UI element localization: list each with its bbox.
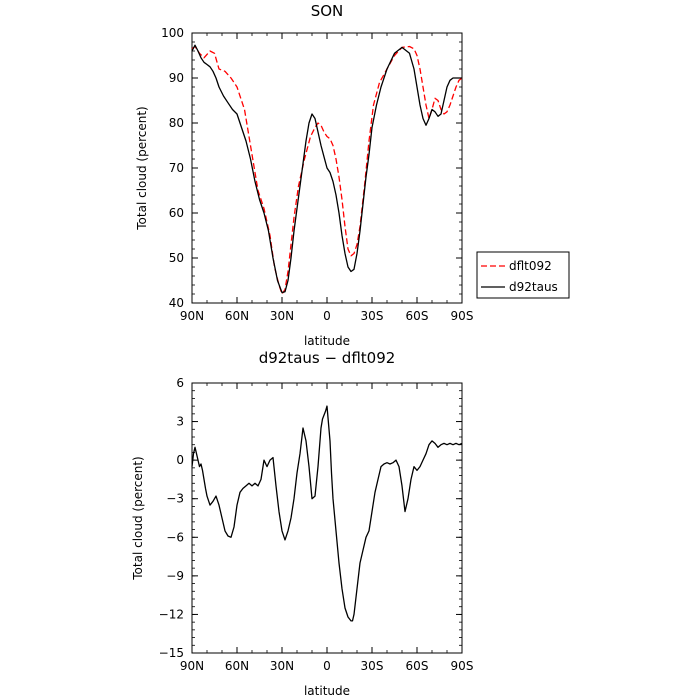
top-x-axis-label: latitude bbox=[304, 334, 350, 348]
top-x-tick-label: 30S bbox=[361, 309, 384, 323]
top-panel: SON 90N 60N 30N 0 30S 60S 90S 40 50 60 70 80 90 100 l… bbox=[135, 2, 570, 348]
top-y-tick-label: 60 bbox=[169, 206, 184, 220]
top-x-tick-label: 60S bbox=[406, 309, 429, 323]
legend-label-d92taus: d92taus bbox=[509, 280, 558, 294]
top-series-line-dflt092 bbox=[191, 45, 463, 295]
bottom-x-tick-label: 30S bbox=[361, 659, 384, 673]
top-x-tick-label: 60N bbox=[225, 309, 249, 323]
bottom-y-tick-label: −3 bbox=[166, 492, 184, 506]
legend-label-dflt092: dflt092 bbox=[509, 259, 552, 273]
bottom-y-tick-label: −6 bbox=[166, 530, 184, 544]
bottom-x-tick-label: 90N bbox=[180, 659, 204, 673]
bottom-y-tick-label: −12 bbox=[159, 607, 184, 621]
top-x-tick-label: 90S bbox=[451, 309, 474, 323]
legend: dflt092 d92taus bbox=[476, 251, 570, 299]
bottom-series-line-series-0 bbox=[191, 405, 463, 622]
bottom-x-tick-label: 30N bbox=[270, 659, 294, 673]
top-y-tick-label: 80 bbox=[169, 116, 184, 130]
bottom-y-axis-label: Total cloud (percent) bbox=[131, 456, 145, 580]
top-series-line-d92taus bbox=[191, 44, 462, 294]
bottom-x-tick-label: 60S bbox=[406, 659, 429, 673]
bottom-x-tick-label: 60N bbox=[225, 659, 249, 673]
bottom-panel: d92taus − dflt092 90N 60N 30N 0 30S 60S 90S −15… bbox=[131, 349, 473, 698]
bottom-x-tick-label: 90S bbox=[451, 659, 474, 673]
top-x-tick-label: 30N bbox=[270, 309, 294, 323]
bottom-x-axis-label: latitude bbox=[304, 684, 350, 698]
bottom-y-tick-label: −9 bbox=[166, 569, 184, 583]
top-y-tick-label: 90 bbox=[169, 71, 184, 85]
top-y-tick-label: 100 bbox=[161, 26, 184, 40]
top-x-tick-label: 0 bbox=[323, 309, 331, 323]
top-chart-title: SON bbox=[311, 2, 344, 20]
top-y-tick-label: 70 bbox=[169, 161, 184, 175]
bottom-chart-title: d92taus − dflt092 bbox=[259, 349, 396, 367]
legend-box bbox=[476, 251, 570, 299]
top-y-tick-label: 40 bbox=[169, 296, 184, 310]
bottom-y-tick-label: 6 bbox=[176, 376, 184, 390]
bottom-y-tick-label: 0 bbox=[176, 453, 184, 467]
bottom-x-tick-label: 0 bbox=[323, 659, 331, 673]
top-y-axis-label: Total cloud (percent) bbox=[135, 106, 149, 230]
bottom-y-tick-label: 3 bbox=[176, 415, 184, 429]
bottom-plot-frame bbox=[191, 382, 463, 654]
top-x-tick-label: 90N bbox=[180, 309, 204, 323]
top-y-tick-label: 50 bbox=[169, 251, 184, 265]
bottom-y-tick-label: −15 bbox=[159, 646, 184, 660]
